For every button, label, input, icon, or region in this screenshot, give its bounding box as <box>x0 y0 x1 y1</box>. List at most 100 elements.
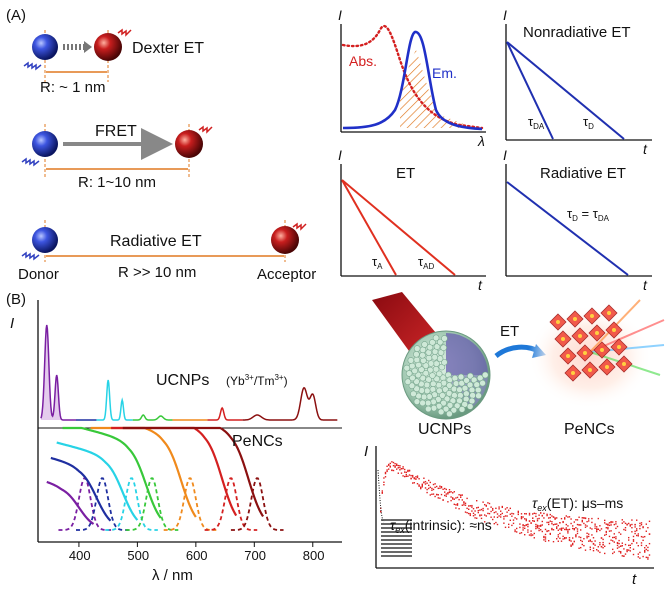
decay-point <box>418 484 420 486</box>
decay-point <box>615 527 617 530</box>
decay-point <box>596 548 598 551</box>
surface-dot <box>426 393 433 400</box>
decay-point <box>623 528 625 531</box>
decay-point <box>405 475 407 478</box>
decay-point <box>581 543 583 546</box>
intrinsic-annotation: τex(intrinsic): ≈ns <box>390 517 492 535</box>
decay-point <box>535 515 537 518</box>
decay-point <box>402 475 404 477</box>
decay-point <box>572 525 574 527</box>
decay-point <box>445 488 447 491</box>
nonrad-xlabel: t <box>643 141 648 157</box>
decay-point <box>554 523 556 525</box>
decay-point <box>456 496 459 499</box>
decay-point <box>600 537 603 539</box>
surface-dot <box>468 397 476 405</box>
decay-point <box>588 520 590 522</box>
decay-point <box>647 546 649 549</box>
decay-point <box>562 535 564 538</box>
decay-point <box>615 523 617 525</box>
decay-point <box>402 467 404 470</box>
decay-point <box>437 497 439 499</box>
crystal-atom <box>556 320 560 324</box>
decay-point <box>612 536 614 539</box>
decay-point <box>506 511 508 513</box>
decay-point <box>562 527 564 529</box>
decay-point <box>508 526 510 528</box>
decay-point <box>594 525 596 527</box>
decay-point <box>570 522 572 525</box>
decay-point <box>636 529 638 532</box>
decay-point <box>599 542 601 544</box>
decay-point <box>583 517 585 519</box>
decay-point <box>392 461 395 464</box>
illus-penc-label: PeNCs <box>564 421 615 438</box>
decay-point <box>562 521 564 524</box>
surface-dot <box>424 399 432 407</box>
decay-point <box>543 536 545 539</box>
decay-point <box>405 473 407 476</box>
decay-point <box>639 557 641 559</box>
nonrad-tau-da-line <box>506 41 554 140</box>
decay-point <box>613 541 615 543</box>
decay-point <box>554 518 556 520</box>
decay-point <box>424 483 427 485</box>
decay-point <box>399 469 401 471</box>
decay-point <box>405 471 407 474</box>
decay-point <box>490 516 492 518</box>
ucnp-spectrum-segment <box>207 406 243 421</box>
decay-point <box>559 532 561 535</box>
decay-point <box>500 510 502 512</box>
decay-point <box>412 476 414 478</box>
et-xlabel: t <box>478 277 483 293</box>
decay-point <box>448 489 451 491</box>
decay-point <box>621 545 623 547</box>
decay-point <box>602 541 604 544</box>
decay-point <box>412 474 414 477</box>
decay-point <box>512 513 515 515</box>
decay-point <box>453 498 455 500</box>
decay-point <box>608 542 611 545</box>
decay-point <box>584 524 587 526</box>
penc-label: PeNCs <box>232 433 283 450</box>
decay-point <box>396 468 398 470</box>
decay-point <box>549 520 551 522</box>
decay-point <box>488 502 491 505</box>
decay-point <box>415 476 417 478</box>
decay-point <box>431 489 433 491</box>
decay-point <box>637 544 639 547</box>
decay-point <box>564 537 566 540</box>
rad-ylabel: I <box>503 147 507 163</box>
decay-point <box>476 507 478 509</box>
decay-point <box>464 504 467 506</box>
decay-point <box>560 529 563 531</box>
decay-point <box>506 507 508 509</box>
panel-b-label: (B) <box>6 291 26 308</box>
decay-point <box>647 526 649 529</box>
decay-point <box>604 545 606 548</box>
decay-point <box>477 511 479 514</box>
decay-point <box>471 506 473 508</box>
decay-point <box>612 521 614 523</box>
decay-point <box>586 537 588 539</box>
decay-point <box>463 504 465 506</box>
decay-point <box>514 529 516 531</box>
decay-point <box>461 499 463 501</box>
decay-point <box>533 532 535 535</box>
decay-point <box>640 535 643 538</box>
decay-point <box>559 522 561 524</box>
surface-dot <box>430 380 437 388</box>
decay-point <box>456 504 459 506</box>
et-tau-ad: τAD <box>418 254 434 271</box>
decay-point <box>543 512 545 515</box>
decay-point <box>444 494 446 497</box>
decay-point <box>639 551 641 554</box>
decay-point <box>455 507 457 509</box>
decay-point <box>536 527 539 529</box>
decay-point <box>420 486 422 488</box>
decay-point <box>524 513 526 515</box>
fret-excitation-wave-icon <box>21 157 40 167</box>
decay-point <box>647 549 649 552</box>
decay-point <box>532 517 534 519</box>
decay-point <box>413 482 415 484</box>
